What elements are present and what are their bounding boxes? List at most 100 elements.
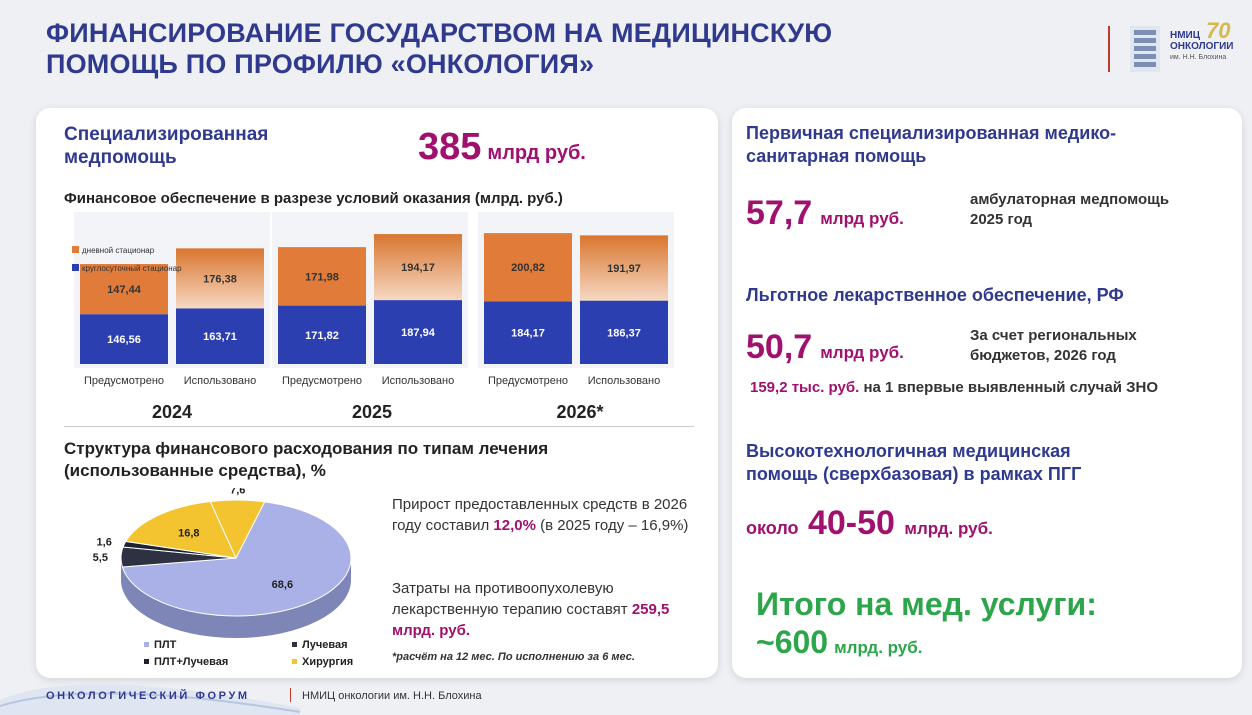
psmp-amount-value: 57,7 xyxy=(746,194,813,232)
anniversary-badge: 70 xyxy=(1206,18,1231,43)
pie-slice-label: 16,8 xyxy=(178,528,199,540)
total-amount-unit: млрд. руб. xyxy=(834,638,923,657)
logo-line2: ОНКОЛОГИИ xyxy=(1170,41,1234,52)
psmp-side-line1: амбулаторная медпомощь xyxy=(970,191,1170,208)
specialized-care-title-line2: медпомощь xyxy=(64,147,177,168)
bar-label-round-the-clock: 186,37 xyxy=(607,327,641,339)
other-care-card: Первичная специализированная медико- сан… xyxy=(732,108,1242,678)
specialized-care-title-line1: Специализированная xyxy=(64,124,269,145)
section-divider xyxy=(64,426,694,427)
logo-text: НМИЦ ОНКОЛОГИИ им. Н.Н. Блохина xyxy=(1170,30,1233,63)
page-title: ФИНАНСИРОВАНИЕ ГОСУДАРСТВОМ НА МЕДИЦИНСК… xyxy=(46,18,832,80)
vmp-title-line1: Высокотехнологичная медицинская xyxy=(746,441,1071,461)
bar-label-day-hospital: 191,97 xyxy=(607,263,641,275)
pie-chart: 68,6 5,5 1,6 16,8 7,6 ПЛТ Лучевая ПЛТ+Лучевая Хи… xyxy=(66,485,396,678)
total-amount-value: ~600 xyxy=(756,624,829,660)
bar-round-the-clock xyxy=(80,314,168,364)
pie-legend-swatch xyxy=(292,642,297,647)
logo-divider xyxy=(1108,26,1110,72)
legend-label-day: дневной стационар xyxy=(82,246,155,255)
drug-therapy-text: Затраты на противоопухолевую лекарственн… xyxy=(392,578,702,641)
vmp-title: Высокотехнологичная медицинская помощь (… xyxy=(746,440,1081,486)
bar-day-hospital xyxy=(580,235,668,301)
vmp-unit: млрд. руб. xyxy=(904,519,993,538)
drug-therapy-amount: 259,5 млрд. руб. xyxy=(392,601,670,639)
vmp-title-line2: помощь (сверхбазовая) в рамках ПГГ xyxy=(746,464,1082,484)
footer-divider xyxy=(290,688,291,702)
bar-category-label: Использовано xyxy=(184,375,256,387)
pie-title-line2: (использованные средства), % xyxy=(64,461,326,480)
llo-amount-unit: млрд руб. xyxy=(820,343,904,362)
pie-slice xyxy=(121,501,352,617)
psmp-amount: 57,7 млрд руб. xyxy=(746,194,904,233)
bar-round-the-clock xyxy=(374,300,462,364)
amount-unit: млрд руб. xyxy=(487,142,586,164)
psmp-title-line2: санитарная помощь xyxy=(746,146,927,166)
growth-percent: 12,0% xyxy=(493,517,536,534)
pie-chart-title: Структура финансового расходования по ти… xyxy=(64,438,624,482)
growth-text: Прирост предоставленных средств в 2026 г… xyxy=(392,494,702,536)
pie-chart-svg: 68,6 5,5 1,6 16,8 7,6 ПЛТ Лучевая ПЛТ+Лучевая Хи… xyxy=(93,485,353,668)
bar-label-day-hospital: 176,38 xyxy=(203,273,237,285)
bar-label-day-hospital: 200,82 xyxy=(511,262,545,274)
pie-slice-label: 68,6 xyxy=(272,579,293,591)
year-label: 2025 xyxy=(352,402,392,422)
specialized-care-title: Специализированная медпомощь xyxy=(64,123,324,169)
vmp-amount-value: 40-50 xyxy=(807,504,895,542)
bar-label-day-hospital: 147,44 xyxy=(107,284,142,296)
decorative-swoosh xyxy=(0,684,300,715)
llo-amount-value: 50,7 xyxy=(746,328,813,366)
pie-slice xyxy=(209,499,266,560)
bar-category-label: Предусмотрено xyxy=(282,375,362,387)
footer-forum: ОНКОЛОГИЧЕСКИЙ ФОРУМ xyxy=(46,690,250,702)
footnote: *расчёт на 12 мес. По исполнению за 6 ме… xyxy=(392,651,635,663)
growth-text-c: (в 2025 году – 16,9%) xyxy=(535,517,689,534)
drug-therapy-text-a: Затраты на противоопухолевую лекарственн… xyxy=(392,580,632,618)
bar-label-round-the-clock: 163,71 xyxy=(203,331,237,343)
bar-round-the-clock xyxy=(176,308,264,364)
psmp-side-line2: 2025 год xyxy=(970,211,1033,228)
psmp-title: Первичная специализированная медико- сан… xyxy=(746,122,1116,168)
bar-category-label: Использовано xyxy=(382,375,454,387)
psmp-title-line1: Первичная специализированная медико- xyxy=(746,123,1117,143)
bar-label-round-the-clock: 187,94 xyxy=(401,327,436,339)
pie-legend-label: ПЛТ+Лучевая xyxy=(154,656,228,668)
logo-line3: им. Н.Н. Блохина xyxy=(1170,54,1227,61)
total-amount: ~600 млрд. руб. xyxy=(756,624,923,661)
bar-day-hospital xyxy=(176,248,264,309)
vmp-prefix: около xyxy=(746,518,799,538)
bar-category-label: Предусмотрено xyxy=(84,375,164,387)
pie-slice-label: 7,6 xyxy=(230,488,245,497)
bar-chart-svg: 146,56 147,44 Предусмотрено 163,71 176,38 Исп… xyxy=(72,212,674,422)
specialized-care-amount: 385 млрд руб. xyxy=(418,126,586,169)
llo-title: Льготное лекарственное обеспечение, РФ xyxy=(746,285,1124,305)
psmp-amount-unit: млрд руб. xyxy=(820,209,904,228)
bar-label-round-the-clock: 171,82 xyxy=(305,330,339,342)
legend-swatch-day xyxy=(72,246,79,253)
pie-title-line1: Структура финансового расходования по ти… xyxy=(64,439,549,458)
page-title-line1: ФИНАНСИРОВАНИЕ ГОСУДАРСТВОМ НА МЕДИЦИНСК… xyxy=(46,18,833,48)
psmp-side-text: амбулаторная медпомощь 2025 год xyxy=(970,190,1169,230)
bar-chart-title: Финансовое обеспечение в разрезе условий… xyxy=(64,190,563,207)
amount-value: 385 xyxy=(418,126,482,168)
bar-round-the-clock xyxy=(278,305,366,364)
pie-slice-label: 5,5 xyxy=(93,552,108,564)
bar-day-hospital xyxy=(278,247,366,306)
building-logo-icon xyxy=(1130,26,1160,72)
pie-legend-swatch xyxy=(292,659,297,664)
pie-slice xyxy=(125,500,237,559)
llo-side-line2: бюджетов, 2026 год xyxy=(970,347,1116,364)
bar-label-round-the-clock: 184,17 xyxy=(511,328,545,340)
llo-amount: 50,7 млрд руб. xyxy=(746,328,904,367)
llo-per-case-amount: 159,2 тыс. руб. xyxy=(750,379,860,396)
llo-per-case-text: на 1 впервые выявленный случай ЗНО xyxy=(859,379,1159,396)
bar-category-label: Использовано xyxy=(588,375,660,387)
page-title-line2: ПОМОЩЬ ПО ПРОФИЛЮ «ОНКОЛОГИЯ» xyxy=(46,49,595,79)
vmp-amount: около 40-50 млрд. руб. xyxy=(746,504,993,543)
year-label: 2024 xyxy=(152,402,192,422)
bar-label-day-hospital: 194,17 xyxy=(401,262,435,274)
bar-day-hospital xyxy=(374,234,462,301)
specialized-care-card: Специализированная медпомощь 385 млрд руб… xyxy=(36,108,718,678)
pie-legend-swatch xyxy=(144,642,149,647)
footer-org: НМИЦ онкологии им. Н.Н. Блохина xyxy=(302,690,482,702)
